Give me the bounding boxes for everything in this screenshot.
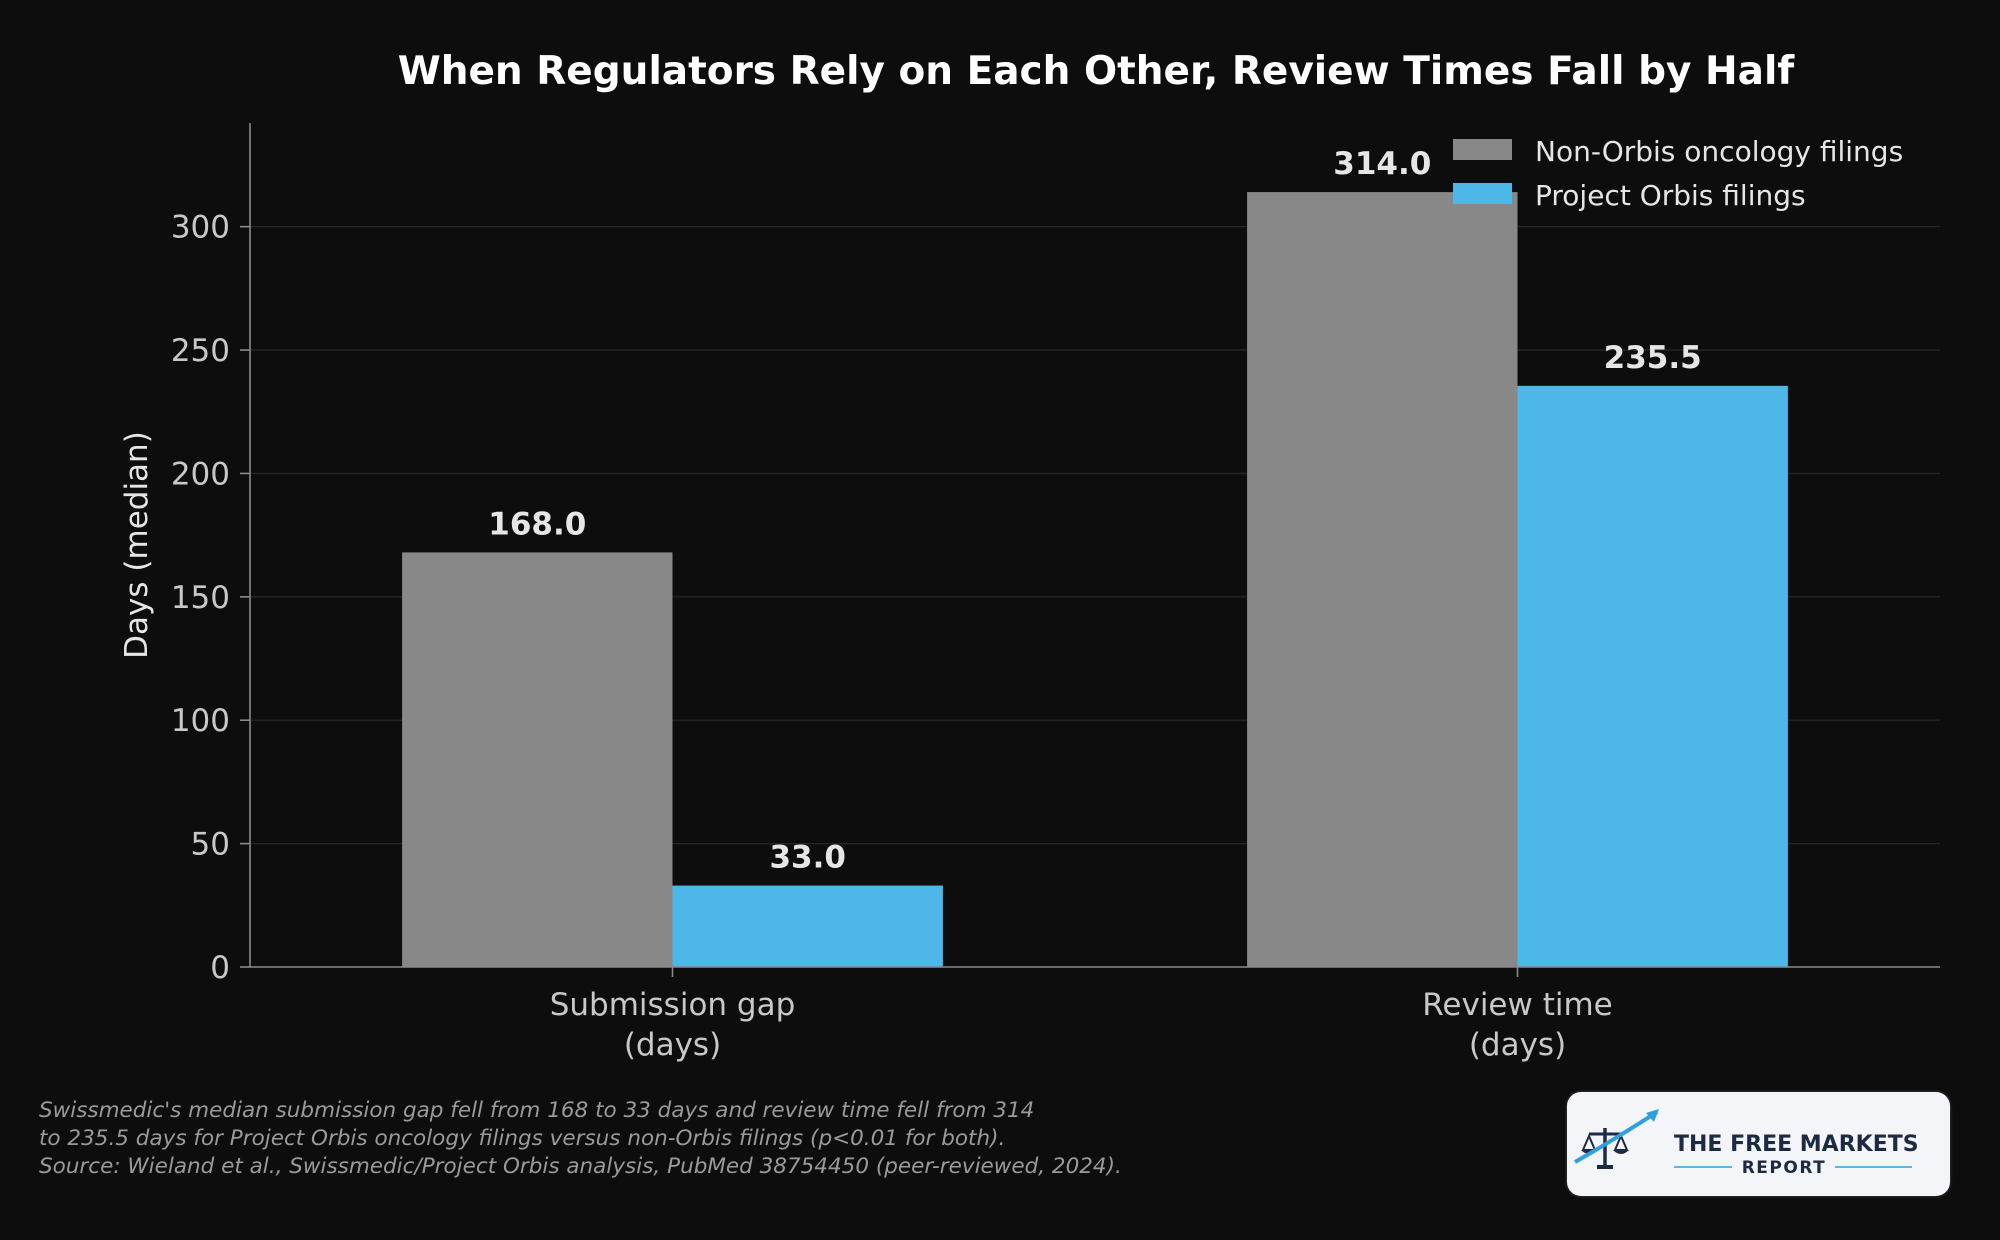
legend-swatch <box>1453 139 1512 160</box>
bar <box>402 552 673 967</box>
data-label: 33.0 <box>769 840 846 876</box>
x-tick-label: Review time <box>1422 987 1613 1023</box>
logo-line-2: REPORT <box>1742 1158 1827 1178</box>
data-labels: 168.0 33.0 314.0 235.5 <box>488 146 1701 875</box>
legend-swatch <box>1453 183 1512 204</box>
bar <box>672 885 943 967</box>
data-label: 168.0 <box>488 506 586 542</box>
x-category-labels: Submission gap (days) Review time (days) <box>550 967 1613 1063</box>
data-label: 314.0 <box>1333 146 1431 182</box>
y-tick-label: 50 <box>191 827 230 863</box>
footnote-line: Source: Wieland et al., Swissmedic/Proje… <box>39 1154 1122 1179</box>
y-axis-label: Days (median) <box>119 431 155 659</box>
x-tick-label: Submission gap <box>550 987 796 1023</box>
footnote-line: Swissmedic's median submission gap fell … <box>39 1098 1035 1123</box>
legend: Non-Orbis oncology filings Project Orbis … <box>1453 135 1903 212</box>
y-tick-label: 0 <box>210 950 230 986</box>
bar <box>1247 192 1518 967</box>
axes <box>249 123 1940 968</box>
bar <box>1517 385 1788 967</box>
x-tick-label: (days) <box>624 1027 721 1063</box>
x-tick-label: (days) <box>1469 1027 1566 1063</box>
bars <box>402 192 1788 967</box>
y-tick-label: 100 <box>171 703 230 739</box>
publisher-logo: THE FREE MARKETS REPORT <box>1567 1092 1950 1196</box>
y-tick-label: 200 <box>171 456 230 492</box>
y-tick-label: 250 <box>171 333 230 369</box>
footnote-line: to 235.5 days for Project Orbis oncology… <box>39 1126 1006 1151</box>
y-tick-label: 300 <box>171 210 230 246</box>
y-tick-label: 150 <box>171 580 230 616</box>
y-ticks: 0 50 100 150 200 250 300 <box>171 210 250 986</box>
legend-label: Project Orbis filings <box>1535 179 1806 212</box>
scales-of-justice-with-rising-arrow-icon <box>1574 1109 1659 1169</box>
data-label: 235.5 <box>1604 340 1702 376</box>
legend-label: Non-Orbis oncology filings <box>1535 135 1903 168</box>
chart-title: When Regulators Rely on Each Other, Revi… <box>398 49 1796 94</box>
logo-line-1: THE FREE MARKETS <box>1674 1132 1919 1157</box>
footnote: Swissmedic's median submission gap fell … <box>39 1097 1539 1181</box>
